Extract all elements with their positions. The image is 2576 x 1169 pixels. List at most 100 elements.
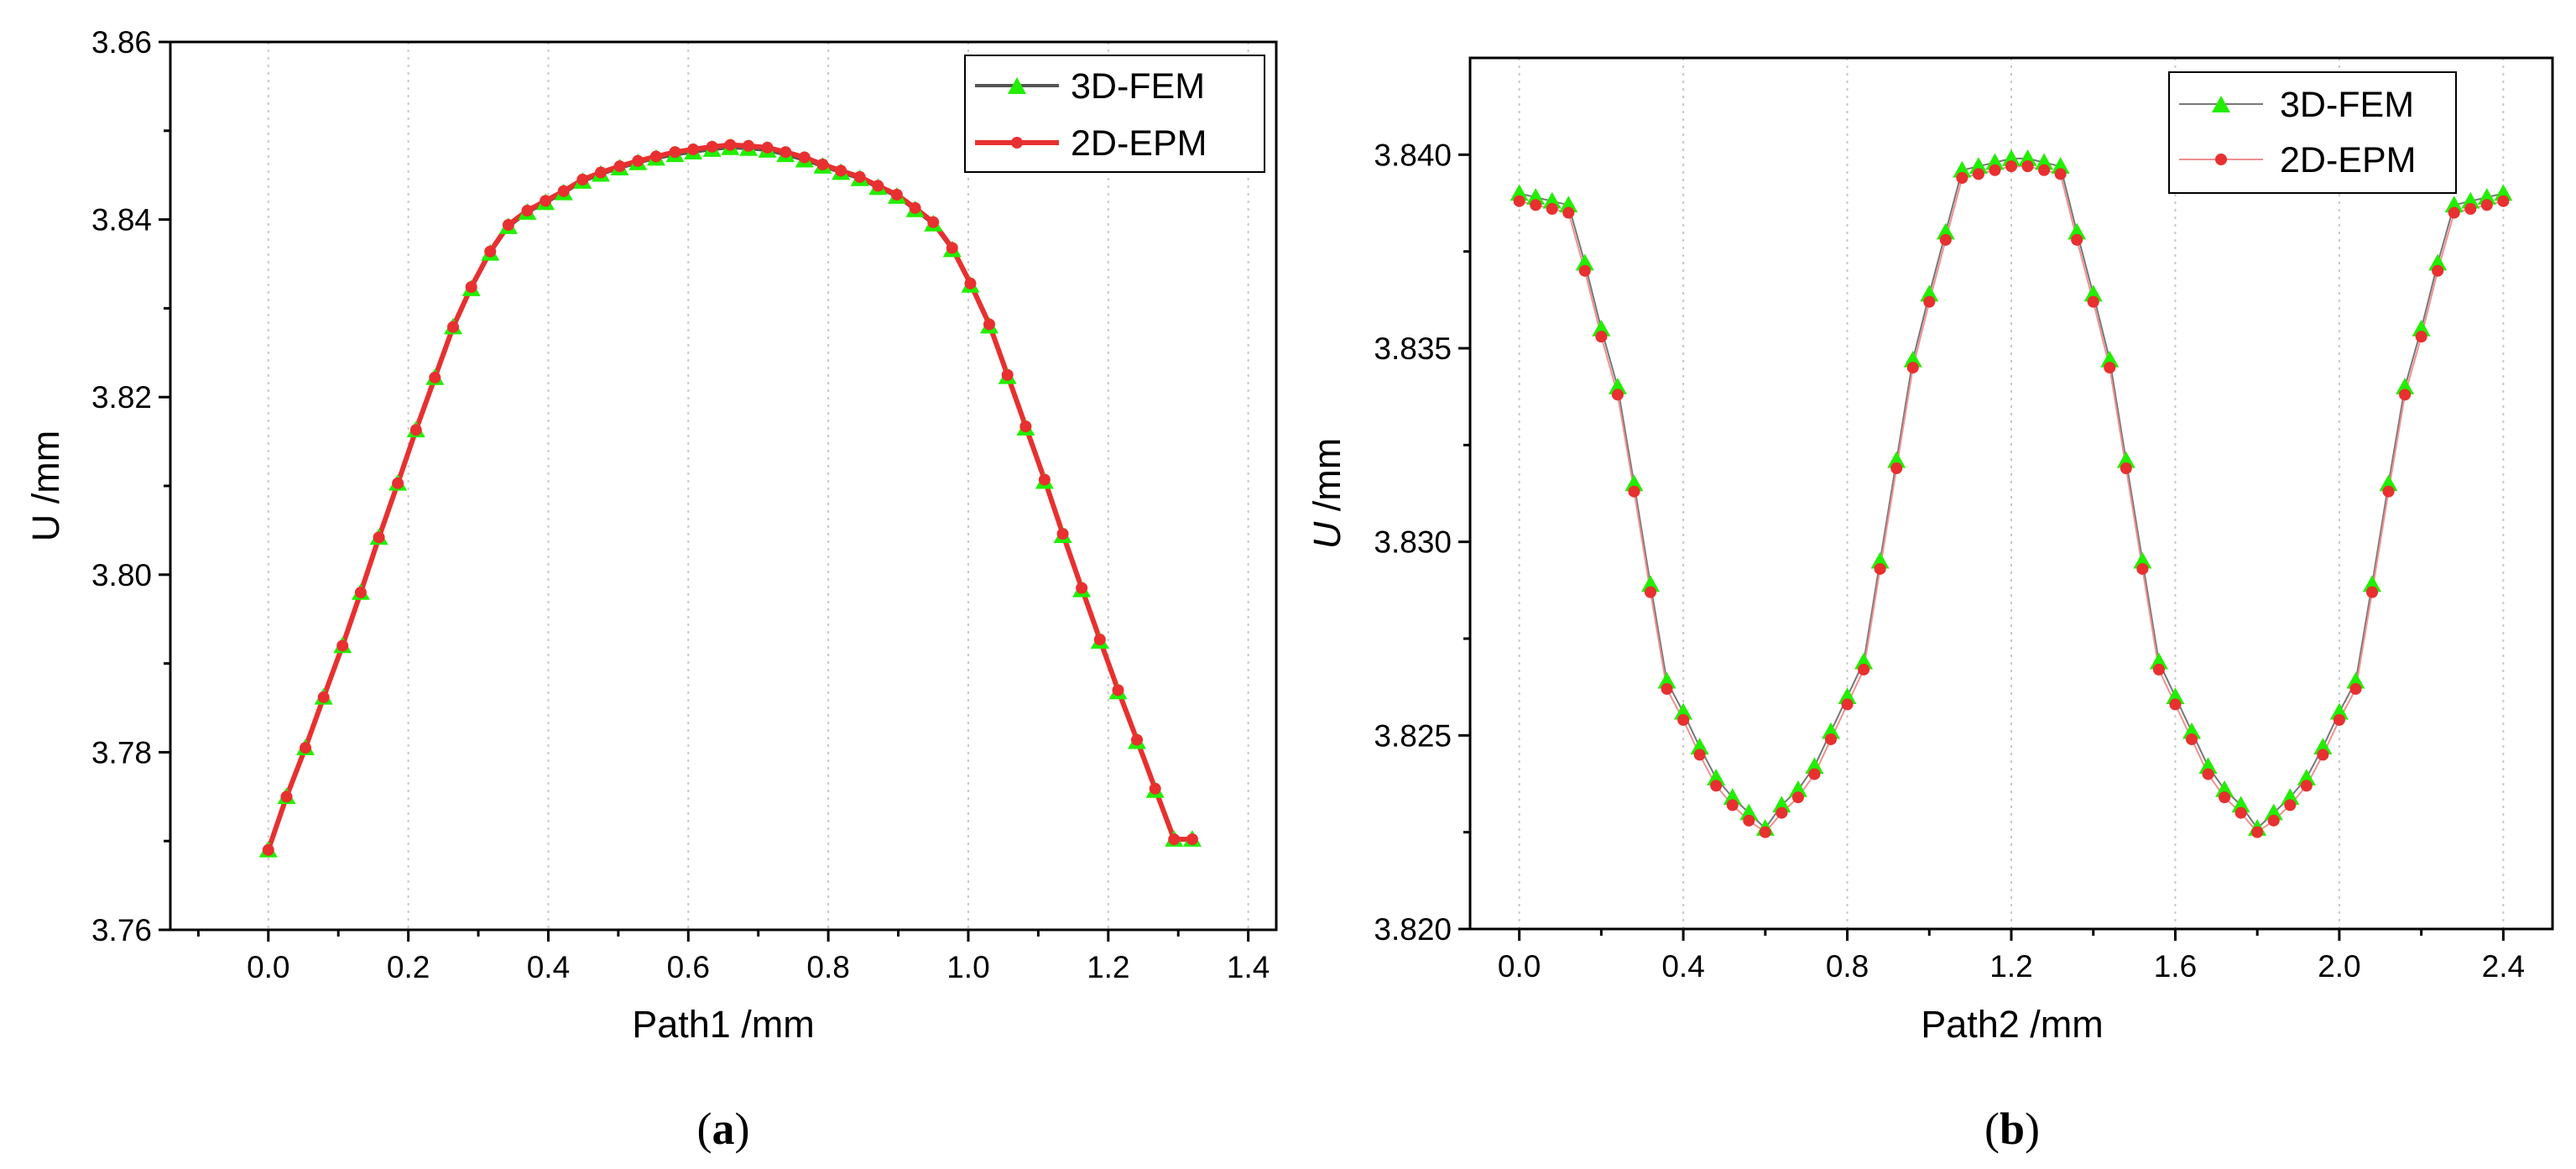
- legend-label-2d-epm-b: 2D-EPM: [2280, 140, 2416, 180]
- x-tick-label-b: 0.8: [1826, 949, 1869, 984]
- series-lines-a: [265, 142, 1192, 851]
- point-2d-epm-b: [2071, 233, 2083, 246]
- series-line-3d-fem-a: [266, 145, 1192, 851]
- x-ticks-b: 0.0 0.4 0.8 1.2 1.6 2.0 2.4: [1498, 929, 2525, 984]
- point-3d-fem-b: [1510, 184, 1529, 201]
- x-tick-label-a: 1.0: [946, 950, 989, 984]
- point-2d-epm-a: [354, 586, 367, 598]
- point-2d-epm-b: [1628, 485, 1640, 498]
- y-tick-label-b: 3.825: [1374, 718, 1452, 753]
- caption-a: (a): [697, 1104, 750, 1154]
- point-2d-epm-a: [1056, 528, 1069, 540]
- point-3d-fem-b: [1657, 671, 1676, 689]
- plot-frame-a: [169, 40, 1278, 932]
- point-3d-fem-b: [1985, 153, 2005, 170]
- legend-label-3d-fem-b: 3D-FEM: [2280, 85, 2414, 125]
- y-tick-label-b: 3.830: [1374, 525, 1452, 560]
- point-2d-epm-b: [2054, 168, 2067, 180]
- point-2d-epm-b: [2399, 389, 2412, 401]
- point-3d-fem-b: [1788, 780, 1807, 797]
- point-2d-epm-a: [262, 843, 274, 856]
- point-2d-epm-b: [2087, 295, 2099, 308]
- caption-a-letter: a: [712, 1104, 735, 1154]
- point-3d-fem-b: [1838, 687, 1857, 704]
- point-2d-epm-b: [2120, 462, 2132, 475]
- point-3d-fem-b: [2166, 687, 2185, 704]
- point-2d-epm-a: [336, 639, 349, 652]
- point-2d-epm-a: [724, 138, 737, 151]
- point-2d-epm-b: [1956, 172, 1969, 185]
- legend-marker-3d-fem-b: [2212, 96, 2230, 112]
- point-3d-fem-b: [2051, 157, 2070, 174]
- point-3d-fem-b: [1674, 702, 1693, 720]
- point-2d-epm-a: [1076, 582, 1088, 594]
- point-2d-epm-b: [2333, 713, 2345, 726]
- point-2d-epm-a: [557, 185, 570, 197]
- point-2d-epm-b: [2382, 485, 2395, 498]
- point-3d-fem-b: [2083, 284, 2103, 302]
- point-2d-epm-b: [2234, 806, 2247, 819]
- point-2d-epm-b: [1874, 562, 1886, 575]
- point-2d-epm-a: [632, 154, 644, 167]
- point-2d-epm-a: [687, 144, 700, 156]
- point-2d-epm-b: [1776, 806, 1788, 819]
- point-2d-epm-b: [1513, 195, 1525, 207]
- point-2d-epm-a: [409, 424, 422, 436]
- point-2d-epm-b: [2267, 814, 2280, 827]
- point-2d-epm-b: [2136, 562, 2149, 575]
- point-3d-fem-b: [1641, 575, 1660, 592]
- point-2d-epm-a: [502, 218, 514, 231]
- point-3d-fem-b: [2428, 253, 2448, 271]
- point-3d-fem-b: [1559, 196, 1578, 213]
- point-3d-fem-b: [1903, 350, 1922, 368]
- point-3d-fem-b: [2346, 671, 2365, 689]
- point-3d-fem-b: [1690, 738, 1709, 754]
- point-2d-epm-b: [1858, 663, 1870, 676]
- point-3d-fem-b: [2198, 757, 2218, 775]
- x-tick-label-a: 0.8: [806, 950, 849, 984]
- legend-marker-2d-epm-b: [2215, 154, 2227, 165]
- point-3d-fem-b: [1920, 284, 1939, 302]
- point-2d-epm-b: [2152, 663, 2165, 676]
- point-2d-epm-a: [853, 170, 866, 183]
- point-2d-epm-a: [373, 531, 385, 544]
- point-2d-epm-a: [280, 791, 293, 803]
- point-3d-fem-b: [2297, 769, 2316, 785]
- point-3d-fem-b: [1805, 757, 1824, 775]
- series-line-3d-fem-b: [1519, 157, 2504, 830]
- point-2d-epm-b: [2448, 206, 2460, 219]
- point-2d-epm-b: [2300, 780, 2313, 792]
- point-2d-epm-b: [1562, 206, 1575, 219]
- x-axis-label-a: Path1 /mm: [632, 1003, 815, 1046]
- point-3d-fem-b: [1592, 319, 1611, 337]
- point-2d-epm-b: [2186, 733, 2198, 745]
- y-axis-label-b: U /mm: [1306, 438, 1348, 549]
- point-2d-epm-b: [2284, 799, 2297, 812]
- point-3d-fem-b: [2068, 222, 2087, 240]
- point-2d-epm-b: [1923, 295, 1936, 308]
- point-2d-epm-b: [2202, 768, 2214, 780]
- point-2d-epm-b: [2005, 160, 2017, 173]
- grid-b: [1518, 58, 2505, 929]
- point-3d-fem-b: [2494, 184, 2513, 201]
- x-tick-label-b: 1.6: [2154, 949, 2197, 984]
- point-2d-epm-b: [1595, 331, 1608, 343]
- point-2d-epm-b: [2480, 199, 2493, 211]
- x-tick-label-b: 2.0: [2318, 949, 2360, 984]
- point-2d-epm-b: [2317, 749, 2329, 761]
- x-tick-label-a: 0.6: [667, 950, 710, 984]
- point-3d-fem-b: [2477, 188, 2496, 205]
- point-3d-fem-b: [2329, 702, 2349, 720]
- point-2d-epm-b: [1743, 814, 1755, 827]
- x-tick-label-b: 1.2: [1989, 949, 2032, 984]
- legend-frame-a: [964, 55, 1265, 173]
- point-3d-fem-b: [2412, 319, 2431, 337]
- point-2d-epm-b: [1693, 749, 1706, 761]
- point-2d-epm-a: [465, 281, 477, 294]
- point-2d-epm-b: [1530, 199, 1542, 211]
- point-3d-fem-b: [1822, 722, 1840, 739]
- point-2d-epm-b: [1578, 264, 1591, 277]
- point-2d-epm-b: [1972, 168, 1984, 180]
- point-3d-fem-b: [2231, 796, 2250, 813]
